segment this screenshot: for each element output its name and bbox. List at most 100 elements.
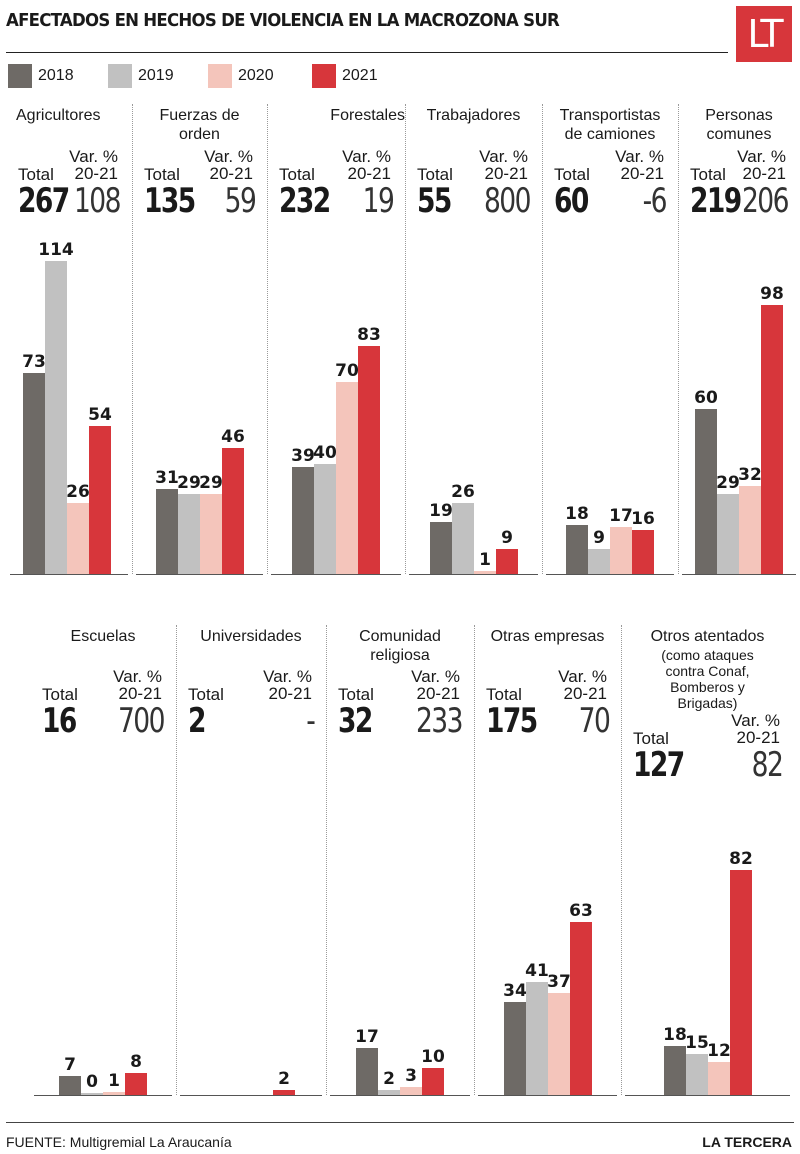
var-label: Var. % (731, 711, 780, 730)
panel-separator (132, 104, 133, 574)
baseline (409, 574, 538, 575)
total-value: 175 (486, 701, 538, 741)
panel-universidades: Universidades Total Var. % 20-21 2 - 2 (176, 625, 326, 1096)
panel-separator (621, 625, 622, 1095)
value-label-transportistas-de-camiones-2019: 9 (593, 528, 605, 549)
value-label-fuerzas-de-orden-2021: 46 (221, 426, 245, 447)
value-label-otras-empresas-2018: 34 (503, 980, 527, 1001)
bar-otras-empresas-2019 (526, 982, 548, 1095)
category-title-otras-empresas: Otras empresas (490, 628, 605, 645)
var-label: Var. % (113, 667, 162, 686)
chart-title: AFECTADOS EN HECHOS DE VIOLENCIA EN LA M… (6, 10, 560, 31)
legend-swatch-2021 (312, 64, 336, 88)
total-label: Total (188, 685, 224, 704)
bar-forestales-2021 (358, 345, 380, 574)
category-title-agricultores: Agricultores (16, 107, 101, 124)
bar-fuerzas-de-orden-2019 (178, 494, 200, 574)
baseline (682, 574, 796, 575)
var-period-label: 20-21 (74, 164, 118, 183)
bar-otros-atentados-2019 (686, 1053, 708, 1095)
bar-trabajadores-2018 (430, 521, 452, 574)
legend-swatch-2019 (108, 64, 132, 88)
variation-value: 108 (74, 181, 122, 221)
value-label-forestales-2020: 70 (335, 360, 359, 381)
legend-swatch-2020 (208, 64, 232, 88)
panel-separator (678, 104, 679, 574)
category-title-trabajadores: Trabajadores (426, 107, 521, 124)
value-label-fuerzas-de-orden-2019: 29 (177, 473, 201, 494)
bar-otros-atentados-2021 (730, 869, 752, 1095)
la-tercera-logo: LT (736, 6, 792, 62)
total-value: 55 (417, 181, 452, 221)
bar-otras-empresas-2020 (548, 993, 570, 1095)
bar-transportistas-de-camiones-2018 (566, 524, 588, 574)
bar-agricultores-2019 (45, 260, 67, 574)
var-period-label: 20-21 (742, 164, 786, 183)
bar-personas-comunes-2021 (761, 304, 783, 574)
panel-separator (474, 625, 475, 1095)
value-label-transportistas-de-camiones-2020: 17 (609, 506, 633, 527)
panel-separator (542, 104, 543, 574)
total-value: 32 (338, 701, 373, 741)
bar-agricultores-2018 (23, 373, 45, 574)
panel-escuelas: Escuelas Total Var. % 20-21 16 700 7 0 1 8 (30, 625, 176, 1096)
value-label-agricultores-2021: 54 (88, 404, 112, 425)
var-label: Var. % (342, 147, 391, 166)
category-title-forestales: Forestales (330, 107, 405, 124)
baseline (34, 1095, 172, 1096)
value-label-otros-atentados-2018: 18 (663, 1024, 687, 1045)
value-label-personas-comunes-2018: 60 (694, 388, 718, 408)
value-label-forestales-2021: 83 (357, 324, 381, 345)
baseline (180, 1095, 322, 1096)
value-label-trabajadores-2018: 19 (429, 500, 453, 521)
baseline (625, 1095, 790, 1096)
panel-otras-empresas: Otras empresas Total Var. % 20-21 175 70 34 41 3… (474, 625, 621, 1096)
legend-label-2020: 2020 (238, 67, 274, 84)
bar-otras-empresas-2018 (504, 1001, 526, 1095)
legend-label-2019: 2019 (138, 67, 174, 84)
baseline (136, 574, 263, 575)
bar-forestales-2019 (314, 464, 336, 574)
total-label: Total (144, 165, 180, 184)
bar-personas-comunes-2018 (695, 409, 717, 574)
legend-item-2019: 2019 (108, 64, 174, 88)
bar-trabajadores-2020 (474, 571, 496, 574)
panel-separator (267, 104, 268, 574)
bar-comunidad-religiosa-2021 (422, 1067, 444, 1095)
variation-value: 233 (416, 701, 464, 741)
total-value: 232 (279, 181, 331, 221)
value-label-otras-empresas-2021: 63 (569, 900, 593, 921)
total-value: 135 (144, 181, 196, 221)
total-value: 127 (633, 745, 685, 785)
var-label: Var. % (737, 147, 786, 166)
total-label: Total (554, 165, 590, 184)
bar-fuerzas-de-orden-2020 (200, 494, 222, 574)
panel-fuerzas-de-orden: Fuerzas de orden Total Var. % 20-21 135 59 31 2… (132, 104, 267, 575)
value-label-comunidad-religiosa-2020: 3 (405, 1065, 417, 1086)
bar-personas-comunes-2019 (717, 494, 739, 574)
legend-swatch-2018 (8, 64, 32, 88)
var-label: Var. % (204, 147, 253, 166)
value-label-transportistas-de-camiones-2021: 16 (631, 509, 655, 529)
brand-name: LA TERCERA (702, 1134, 792, 1150)
value-label-personas-comunes-2019: 29 (716, 473, 740, 494)
title-divider (6, 52, 728, 53)
var-period-label: 20-21 (209, 164, 253, 183)
variation-value: 700 (118, 701, 166, 741)
bar-fuerzas-de-orden-2018 (156, 488, 178, 574)
var-period-label: 20-21 (268, 684, 312, 703)
value-label-forestales-2018: 39 (291, 445, 315, 466)
bar-transportistas-de-camiones-2019 (588, 549, 610, 574)
panel-separator (405, 104, 406, 574)
value-label-personas-comunes-2021: 98 (760, 283, 784, 304)
panel-separator (176, 625, 177, 1095)
variation-value: 19 (362, 181, 394, 221)
variation-value: -6 (642, 181, 668, 221)
total-label: Total (279, 165, 315, 184)
bar-forestales-2020 (336, 381, 358, 574)
baseline (330, 1095, 470, 1096)
value-label-comunidad-religiosa-2021: 10 (421, 1046, 445, 1067)
var-period-label: 20-21 (563, 684, 607, 703)
bar-otras-empresas-2021 (570, 921, 592, 1095)
value-label-otras-empresas-2019: 41 (525, 961, 549, 982)
